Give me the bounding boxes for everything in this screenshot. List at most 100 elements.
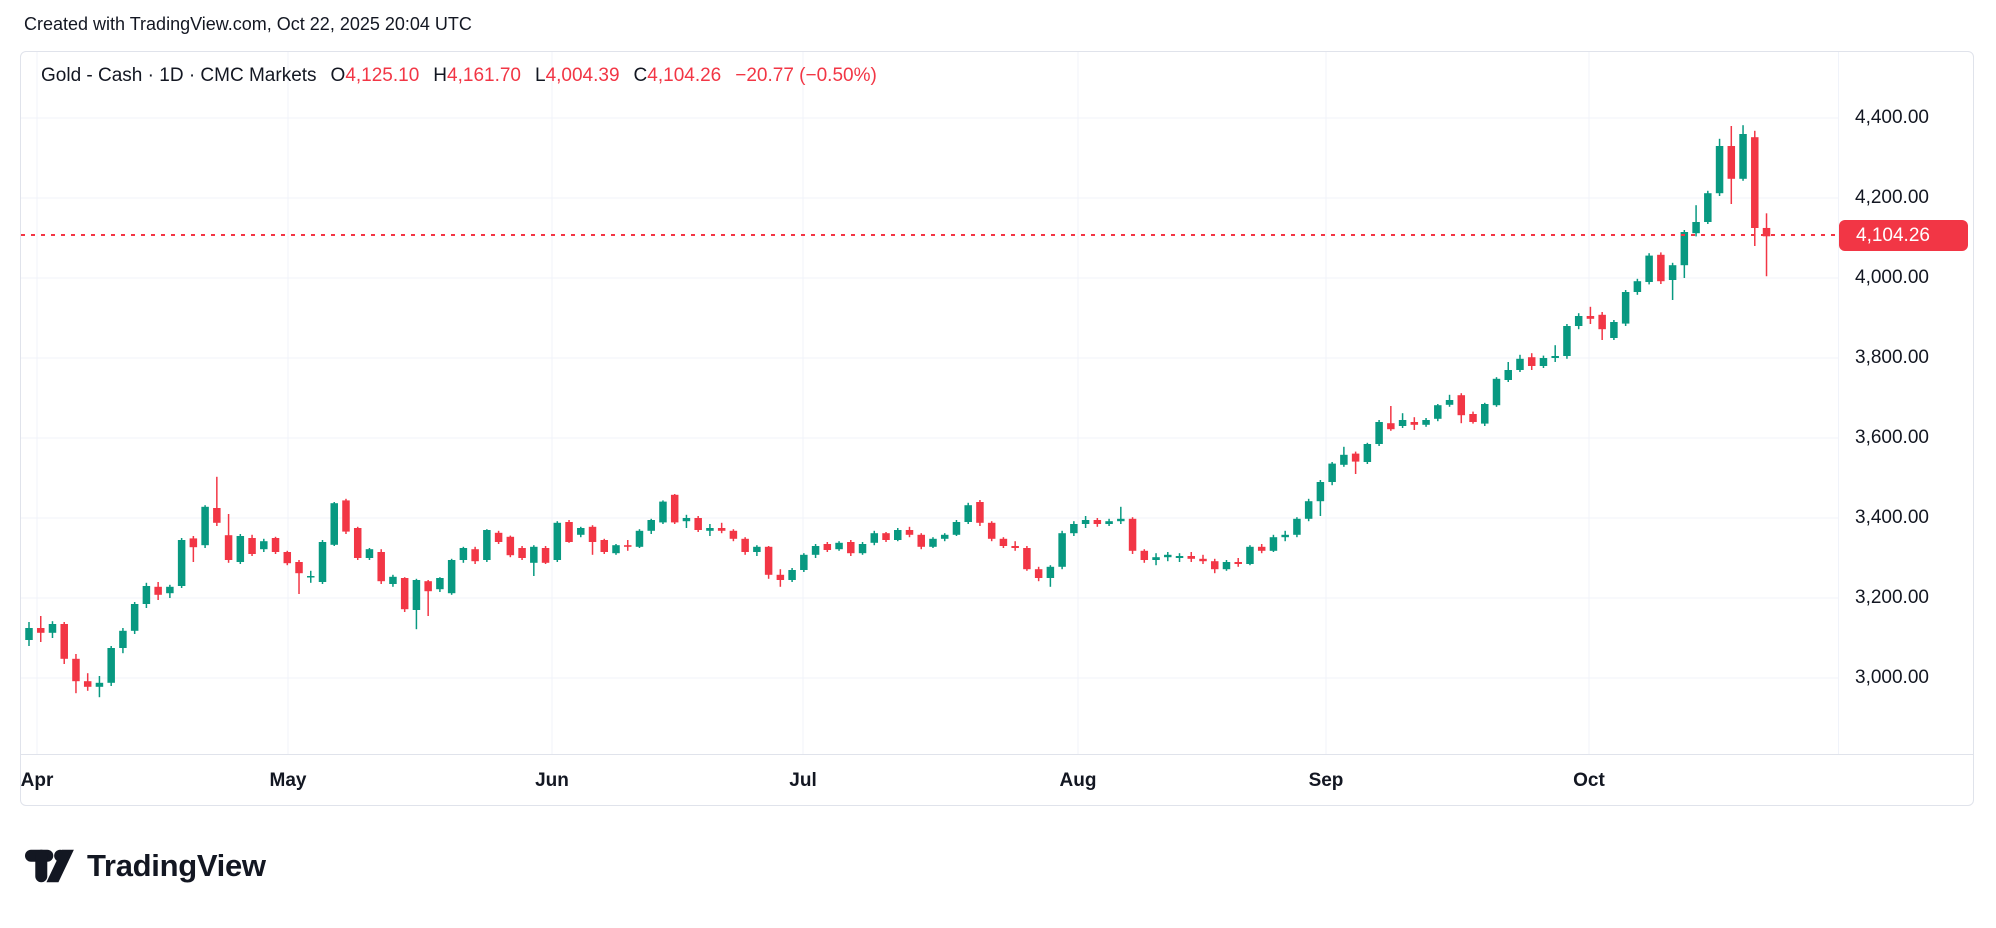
candle — [976, 500, 984, 526]
candle — [1257, 544, 1266, 554]
candle — [1469, 411, 1477, 424]
candle — [36, 616, 45, 642]
candle — [870, 530, 879, 546]
candle — [835, 541, 843, 551]
attribution-text: Created with TradingView.com, Oct 22, 20… — [24, 14, 472, 34]
candle — [1340, 446, 1348, 467]
candle — [717, 522, 726, 534]
candle — [565, 520, 573, 543]
candle — [952, 520, 961, 536]
candle — [400, 577, 409, 612]
candle — [1657, 252, 1665, 284]
time-axis-label: Apr — [20, 770, 54, 791]
candle — [1152, 553, 1160, 566]
candle — [1527, 353, 1536, 370]
candle — [154, 582, 162, 600]
candle — [1715, 138, 1724, 196]
candle — [283, 550, 292, 566]
candle — [1516, 354, 1524, 372]
candle — [1481, 402, 1489, 426]
candle — [1633, 278, 1642, 295]
price-scale[interactable]: 4,400.00 4,200.00 4,000.00 3,800.00 3,600.00… — [1838, 52, 1975, 754]
candle — [248, 534, 256, 556]
candle — [1539, 355, 1548, 368]
price-axis-label: 3,600.00 — [1855, 427, 1929, 448]
open-value: O4,125.10 — [330, 65, 420, 86]
chart-legend: Gold - Cash · 1D · CMC Markets O4,125.10… — [41, 65, 877, 87]
candle — [447, 558, 456, 595]
last-price-line — [21, 234, 1839, 236]
candle — [1762, 213, 1771, 277]
candlestick-chart[interactable] — [21, 52, 1838, 754]
tradingview-logo: TradingView — [24, 848, 266, 884]
candle — [119, 628, 127, 654]
candle — [1375, 420, 1383, 446]
candle — [1034, 566, 1043, 582]
candle — [788, 568, 796, 582]
price-axis-label: 3,000.00 — [1855, 667, 1929, 688]
candle — [412, 578, 421, 630]
candle — [1023, 546, 1031, 571]
price-axis-label: 3,200.00 — [1855, 587, 1929, 608]
candle — [800, 553, 808, 572]
candle — [1093, 518, 1102, 527]
candle — [905, 526, 914, 538]
candle — [224, 514, 233, 563]
candle — [213, 476, 221, 526]
candle — [577, 526, 585, 538]
candle — [518, 546, 526, 560]
candle — [95, 676, 104, 698]
candle — [295, 560, 303, 594]
candle — [142, 582, 151, 608]
candle — [330, 502, 338, 546]
close-value: C4,104.26 — [633, 65, 722, 86]
price-axis-label: 4,400.00 — [1855, 107, 1929, 128]
candle — [553, 521, 562, 562]
candle — [1293, 517, 1301, 538]
candle — [600, 538, 609, 554]
candle — [682, 514, 691, 528]
candle — [1680, 230, 1689, 278]
candle — [1492, 377, 1501, 407]
candle — [1586, 306, 1595, 324]
time-axis-label: Jun — [535, 770, 569, 791]
candle — [1128, 517, 1137, 554]
candle — [48, 621, 57, 638]
candle — [201, 505, 209, 548]
candle — [1351, 451, 1360, 474]
candle — [1269, 534, 1278, 552]
tradingview-logo-text: TradingView — [87, 848, 266, 883]
time-scale[interactable]: Apr May Jun Jul Aug Sep Oct — [21, 754, 1973, 806]
candle — [670, 494, 679, 524]
candle — [1070, 521, 1078, 536]
candle — [1445, 394, 1454, 407]
candle — [365, 548, 374, 560]
price-axis-label: 3,400.00 — [1855, 507, 1929, 528]
candle — [623, 540, 632, 551]
candle — [459, 546, 468, 563]
candle — [471, 546, 479, 564]
candle — [811, 544, 820, 558]
candle — [1751, 130, 1759, 246]
candle — [776, 569, 785, 587]
candle — [72, 654, 80, 694]
candle — [389, 574, 397, 587]
candle — [1692, 205, 1700, 237]
candle — [436, 577, 444, 592]
candle — [25, 622, 33, 646]
candle — [60, 622, 68, 664]
time-axis-label: Aug — [1059, 770, 1097, 791]
candle — [236, 534, 245, 564]
candle — [999, 537, 1008, 548]
candle — [823, 542, 832, 552]
candle — [1081, 516, 1090, 528]
candle — [1046, 565, 1055, 587]
candle — [987, 521, 996, 542]
candle — [1574, 313, 1583, 330]
candle — [1304, 498, 1313, 522]
candle — [1621, 290, 1630, 326]
candle — [541, 546, 550, 564]
time-axis-label: Jul — [789, 770, 817, 791]
candle — [1504, 362, 1512, 382]
